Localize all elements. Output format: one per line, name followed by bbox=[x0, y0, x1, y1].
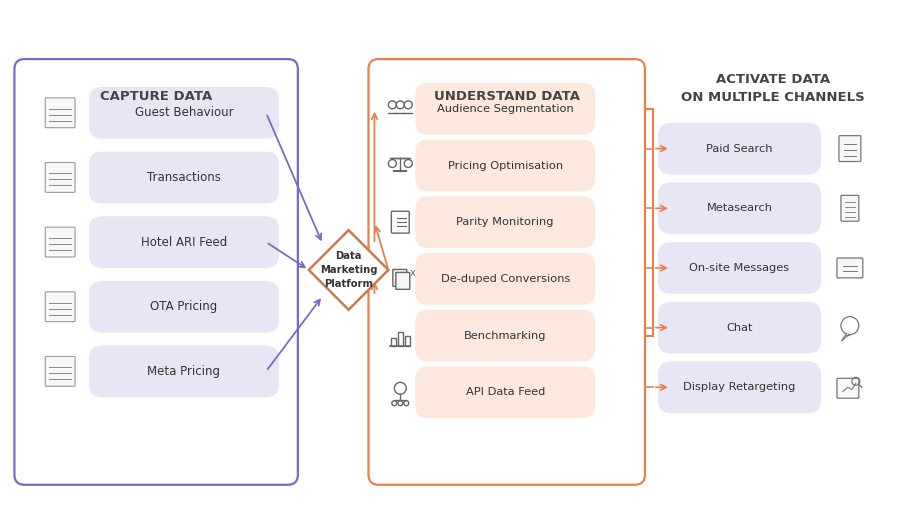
FancyBboxPatch shape bbox=[369, 59, 645, 485]
Text: Hotel ARI Feed: Hotel ARI Feed bbox=[141, 236, 227, 249]
FancyBboxPatch shape bbox=[839, 136, 861, 162]
Bar bbox=[392, 337, 396, 346]
FancyBboxPatch shape bbox=[657, 183, 821, 234]
Text: API Data Feed: API Data Feed bbox=[466, 388, 545, 397]
Text: OTA Pricing: OTA Pricing bbox=[150, 300, 217, 313]
FancyBboxPatch shape bbox=[657, 242, 821, 294]
Text: On-site Messages: On-site Messages bbox=[690, 263, 790, 273]
Text: x: x bbox=[409, 268, 415, 278]
FancyBboxPatch shape bbox=[89, 87, 279, 139]
FancyBboxPatch shape bbox=[45, 163, 75, 192]
Text: Benchmarking: Benchmarking bbox=[464, 331, 547, 341]
FancyBboxPatch shape bbox=[89, 152, 279, 203]
FancyBboxPatch shape bbox=[89, 281, 279, 333]
FancyBboxPatch shape bbox=[89, 216, 279, 268]
FancyBboxPatch shape bbox=[837, 378, 859, 398]
Text: De-duped Conversions: De-duped Conversions bbox=[440, 274, 570, 284]
Text: Transactions: Transactions bbox=[147, 171, 221, 184]
Text: Parity Monitoring: Parity Monitoring bbox=[457, 217, 554, 227]
FancyBboxPatch shape bbox=[45, 357, 75, 386]
Text: Paid Search: Paid Search bbox=[706, 143, 773, 154]
FancyBboxPatch shape bbox=[841, 196, 859, 221]
FancyBboxPatch shape bbox=[15, 59, 298, 485]
Polygon shape bbox=[842, 334, 849, 341]
FancyBboxPatch shape bbox=[657, 302, 821, 353]
FancyBboxPatch shape bbox=[89, 346, 279, 397]
Text: ACTIVATE DATA
ON MULTIPLE CHANNELS: ACTIVATE DATA ON MULTIPLE CHANNELS bbox=[681, 73, 865, 104]
FancyBboxPatch shape bbox=[45, 292, 75, 321]
FancyBboxPatch shape bbox=[415, 366, 595, 418]
FancyBboxPatch shape bbox=[837, 258, 863, 278]
FancyBboxPatch shape bbox=[415, 196, 595, 248]
Text: Chat: Chat bbox=[726, 322, 753, 333]
FancyBboxPatch shape bbox=[657, 361, 821, 413]
Text: Audience Segmentation: Audience Segmentation bbox=[436, 104, 574, 114]
FancyBboxPatch shape bbox=[415, 140, 595, 191]
FancyBboxPatch shape bbox=[415, 83, 595, 135]
Bar bbox=[405, 335, 410, 346]
Text: Guest Behaviour: Guest Behaviour bbox=[135, 106, 233, 119]
FancyBboxPatch shape bbox=[392, 269, 407, 286]
FancyBboxPatch shape bbox=[657, 123, 821, 174]
FancyBboxPatch shape bbox=[396, 272, 410, 289]
FancyBboxPatch shape bbox=[45, 227, 75, 257]
Text: Metasearch: Metasearch bbox=[706, 203, 772, 213]
Bar bbox=[398, 332, 403, 346]
Text: Meta Pricing: Meta Pricing bbox=[148, 365, 220, 378]
FancyBboxPatch shape bbox=[415, 310, 595, 361]
FancyBboxPatch shape bbox=[45, 98, 75, 127]
Text: CAPTURE DATA: CAPTURE DATA bbox=[100, 90, 212, 103]
Text: UNDERSTAND DATA: UNDERSTAND DATA bbox=[434, 90, 580, 103]
Text: Pricing Optimisation: Pricing Optimisation bbox=[447, 160, 563, 170]
FancyBboxPatch shape bbox=[415, 253, 595, 305]
Text: Display Retargeting: Display Retargeting bbox=[683, 382, 796, 392]
Text: Data
Marketing
Platform: Data Marketing Platform bbox=[320, 251, 377, 289]
Polygon shape bbox=[309, 230, 389, 310]
